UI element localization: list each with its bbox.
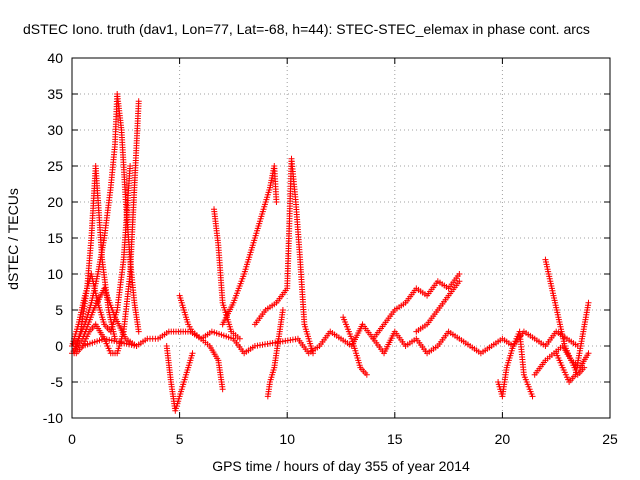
data-point: [135, 328, 142, 335]
x-axis-label: GPS time / hours of day 355 of year 2014: [212, 458, 470, 474]
x-tick-label: 5: [176, 431, 184, 447]
data-point: [456, 278, 463, 285]
y-axis-label: dSTEC / TECUs: [5, 188, 21, 290]
data-point: [127, 163, 134, 169]
x-tick-label: 10: [279, 431, 295, 447]
data-point: [236, 335, 243, 342]
x-tick-label: 20: [495, 431, 511, 447]
x-tick-label: 25: [602, 431, 618, 447]
data-point: [585, 350, 592, 357]
y-tick-label: 10: [47, 266, 63, 282]
data-point: [529, 393, 536, 400]
data-point: [219, 386, 226, 393]
data-point: [135, 98, 142, 105]
chart-title: dSTEC Iono. truth (dav1, Lon=77, Lat=-68…: [23, 21, 590, 37]
data-point: [273, 199, 280, 205]
y-tick-label: 25: [47, 158, 63, 174]
y-tick-label: 0: [55, 338, 63, 354]
y-tick-label: -5: [51, 374, 64, 390]
data-point: [456, 271, 463, 277]
y-tick-label: 30: [47, 122, 63, 138]
y-tick-label: 5: [55, 302, 63, 318]
x-tick-label: 0: [68, 431, 76, 447]
data-points: [69, 91, 592, 414]
data-point: [581, 364, 588, 371]
data-point: [574, 343, 581, 349]
data-point: [363, 371, 370, 378]
grid: [71, 57, 611, 419]
x-tick-label: 15: [387, 431, 403, 447]
plot-frame: [71, 57, 611, 419]
axes: -10 -5 0 5 10 15 20 25 30 35 40 0 5 10 15 20 25: [43, 50, 618, 447]
y-tick-label: 40: [47, 50, 63, 66]
data-point: [585, 299, 592, 306]
y-tick-label: 20: [47, 194, 63, 210]
y-tick-label: 15: [47, 230, 63, 246]
data-point: [189, 350, 196, 357]
y-tick-label: -10: [43, 410, 63, 426]
y-tick-label: 35: [47, 86, 63, 102]
data-point: [279, 307, 286, 313]
